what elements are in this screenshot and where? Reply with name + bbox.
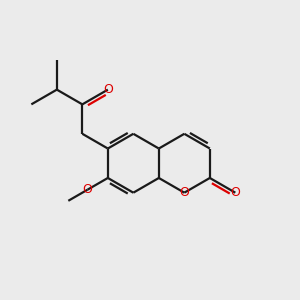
Text: O: O (230, 186, 240, 199)
Text: O: O (179, 186, 189, 199)
Text: O: O (82, 183, 92, 196)
Text: O: O (103, 83, 113, 96)
